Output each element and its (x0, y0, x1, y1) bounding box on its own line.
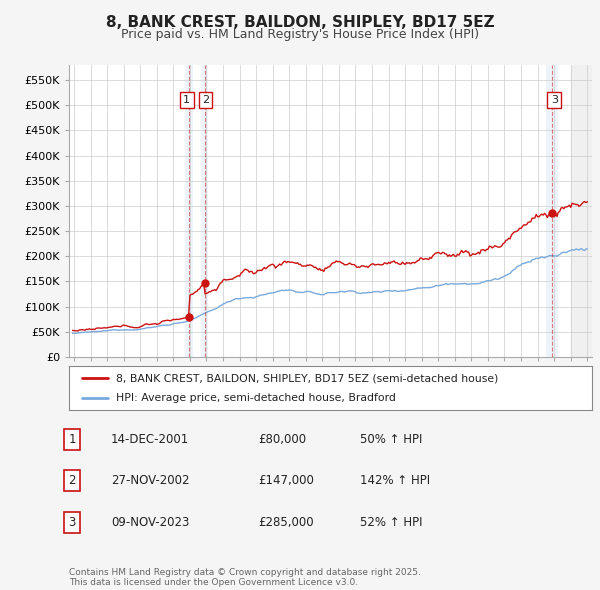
Text: 2: 2 (68, 474, 76, 487)
Bar (185, 65, 193, 357)
Text: HPI: Average price, semi-detached house, Bradford: HPI: Average price, semi-detached house,… (116, 393, 396, 402)
Text: 3: 3 (68, 516, 76, 529)
Text: 1: 1 (183, 95, 190, 105)
Bar (201, 65, 208, 357)
Text: 27-NOV-2002: 27-NOV-2002 (111, 474, 190, 487)
Text: Price paid vs. HM Land Registry's House Price Index (HPI): Price paid vs. HM Land Registry's House … (121, 28, 479, 41)
Text: Contains HM Land Registry data © Crown copyright and database right 2025.
This d: Contains HM Land Registry data © Crown c… (69, 568, 421, 587)
Text: 09-NOV-2023: 09-NOV-2023 (111, 516, 190, 529)
Bar (571, 65, 592, 357)
Text: 1: 1 (68, 433, 76, 446)
Text: £147,000: £147,000 (258, 474, 314, 487)
Text: £80,000: £80,000 (258, 433, 306, 446)
Text: 2: 2 (202, 95, 209, 105)
Bar (546, 65, 557, 357)
Text: 52% ↑ HPI: 52% ↑ HPI (360, 516, 422, 529)
Text: 14-DEC-2001: 14-DEC-2001 (111, 433, 189, 446)
Text: 8, BANK CREST, BAILDON, SHIPLEY, BD17 5EZ: 8, BANK CREST, BAILDON, SHIPLEY, BD17 5E… (106, 15, 494, 30)
Text: £285,000: £285,000 (258, 516, 314, 529)
Text: 142% ↑ HPI: 142% ↑ HPI (360, 474, 430, 487)
Text: 50% ↑ HPI: 50% ↑ HPI (360, 433, 422, 446)
Text: 3: 3 (551, 95, 558, 105)
Text: 8, BANK CREST, BAILDON, SHIPLEY, BD17 5EZ (semi-detached house): 8, BANK CREST, BAILDON, SHIPLEY, BD17 5E… (116, 373, 499, 383)
